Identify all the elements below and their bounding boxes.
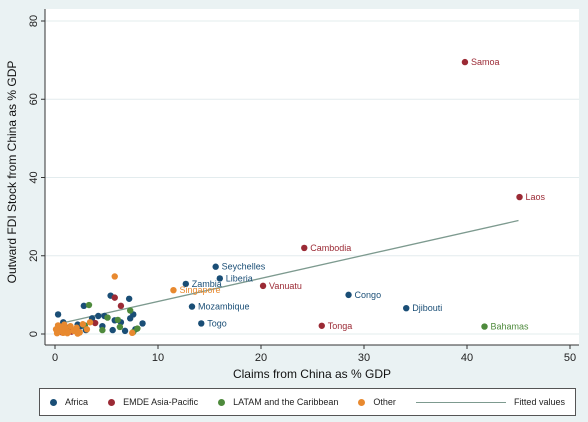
point-0-6 bbox=[95, 312, 102, 320]
label-zambia: Zambia bbox=[192, 279, 222, 289]
point-2-0 bbox=[85, 301, 93, 309]
y-tick-label-60: 60 bbox=[28, 93, 40, 105]
legend-marker-fitted bbox=[415, 401, 506, 403]
point-tonga bbox=[318, 322, 325, 329]
point-3-0 bbox=[111, 273, 118, 280]
point-0-11 bbox=[125, 295, 133, 302]
legend-item-asia-pacific: EMDE Asia-Pacific bbox=[108, 397, 198, 407]
point-djibouti bbox=[403, 304, 410, 312]
label-seychelles: Seychelles bbox=[222, 262, 266, 272]
point-3-17 bbox=[64, 330, 71, 337]
point-3-21 bbox=[59, 327, 66, 334]
y-tick-label-40: 40 bbox=[28, 171, 40, 183]
point-1-2 bbox=[91, 319, 99, 327]
legend-item-africa: Africa bbox=[50, 397, 88, 407]
x-tick-label-0: 0 bbox=[52, 352, 58, 364]
legend-label-africa: Africa bbox=[65, 397, 89, 407]
label-mozambique: Mozambique bbox=[198, 302, 250, 312]
point-3-11 bbox=[79, 321, 87, 328]
point-3-19 bbox=[74, 330, 81, 337]
point-1-0 bbox=[111, 294, 118, 301]
x-tick-label-20: 20 bbox=[255, 352, 267, 364]
point-3-12 bbox=[83, 326, 91, 333]
legend-item-fitted: Fitted values bbox=[415, 397, 565, 407]
fit-layer bbox=[54, 219, 519, 326]
label-congo: Congo bbox=[355, 290, 382, 300]
point-3-9 bbox=[73, 324, 80, 331]
point-0-15 bbox=[139, 320, 146, 327]
point-mozambique bbox=[188, 303, 196, 310]
label-togo: Togo bbox=[207, 318, 227, 328]
legend-marker-other bbox=[358, 398, 366, 406]
legend-marker-asia-pacific bbox=[108, 398, 116, 406]
point-liberia bbox=[216, 275, 223, 282]
point-0-4 bbox=[80, 302, 88, 310]
legend-label-other: Other bbox=[373, 397, 396, 407]
legend-marker-africa bbox=[50, 398, 58, 406]
legend-label-latam: LATAM and the Caribbean bbox=[233, 397, 339, 407]
point-0-0 bbox=[54, 311, 62, 318]
point-0-20 bbox=[121, 327, 129, 335]
legend: Africa EMDE Asia-Pacific LATAM and the C… bbox=[39, 388, 576, 416]
label-bahamas: Bahamas bbox=[491, 322, 530, 332]
axis-layer: 0 20 40 60 80 0 10 20 30 40 50 bbox=[28, 9, 579, 364]
point-vanuatu bbox=[259, 282, 267, 290]
point-seychelles bbox=[212, 263, 219, 270]
label-vanuatu: Vanuatu bbox=[269, 281, 302, 291]
point-3-7 bbox=[67, 322, 74, 330]
x-tick-label-10: 10 bbox=[152, 352, 164, 364]
point-cambodia bbox=[301, 244, 308, 252]
point-3-18 bbox=[52, 326, 60, 333]
legend-label-asia-pacific: EMDE Asia-Pacific bbox=[123, 397, 199, 407]
point-bahamas bbox=[481, 323, 488, 330]
fitted-values-line bbox=[54, 219, 519, 326]
point-layer bbox=[52, 58, 523, 337]
label-singapore: Singapore bbox=[179, 285, 220, 295]
point-2-5 bbox=[104, 314, 111, 321]
point-samoa bbox=[461, 58, 469, 66]
label-djibouti: Djibouti bbox=[412, 303, 442, 313]
point-3-20 bbox=[129, 329, 136, 337]
legend-item-latam: LATAM and the Caribbean bbox=[218, 397, 338, 407]
x-tick-label-50: 50 bbox=[564, 352, 576, 364]
label-samoa: Samoa bbox=[471, 57, 500, 67]
x-axis-title: Claims from China as % GDP bbox=[233, 367, 391, 381]
point-0-19 bbox=[109, 326, 116, 334]
point-laos bbox=[516, 193, 523, 201]
x-tick-label-40: 40 bbox=[461, 352, 473, 364]
point-zambia bbox=[182, 280, 190, 288]
legend-marker-latam bbox=[218, 398, 226, 406]
y-tick-label-20: 20 bbox=[28, 250, 40, 262]
label-laos: Laos bbox=[526, 192, 546, 202]
point-2-3 bbox=[126, 307, 134, 314]
label-liberia: Liberia bbox=[226, 273, 253, 283]
y-tick-label-0: 0 bbox=[28, 331, 40, 337]
point-2-2 bbox=[114, 316, 122, 324]
point-congo bbox=[345, 291, 352, 299]
legend-item-other: Other bbox=[358, 397, 396, 407]
point-2-1 bbox=[99, 326, 106, 334]
point-singapore bbox=[170, 286, 177, 294]
point-3-16 bbox=[61, 321, 68, 328]
x-tick-label-30: 30 bbox=[358, 352, 370, 364]
point-3-13 bbox=[86, 319, 94, 326]
point-1-1 bbox=[117, 302, 125, 310]
y-tick-label-80: 80 bbox=[28, 15, 40, 27]
point-togo bbox=[198, 320, 205, 327]
point-2-6 bbox=[116, 323, 124, 331]
y-axis-title: Outward FDI Stock from China as % GDP bbox=[5, 61, 19, 284]
label-cambodia: Cambodia bbox=[310, 243, 351, 253]
legend-label-fitted: Fitted values bbox=[513, 397, 565, 407]
label-tonga: Tonga bbox=[328, 321, 353, 331]
